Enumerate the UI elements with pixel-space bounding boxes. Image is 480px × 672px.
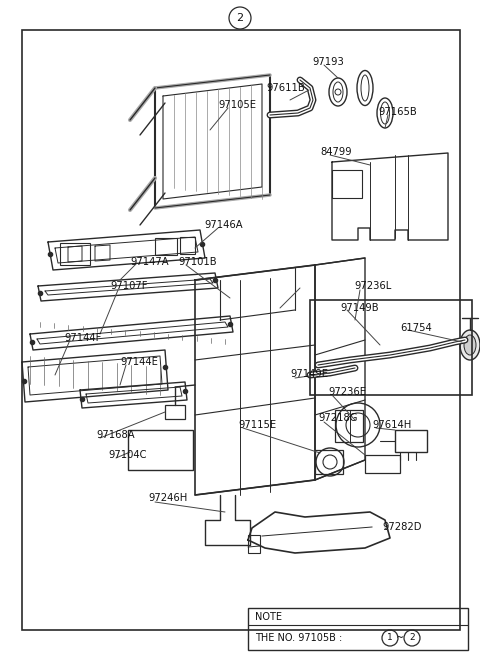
Text: 97107F: 97107F xyxy=(110,281,147,291)
Text: 97165B: 97165B xyxy=(378,107,417,117)
Text: 97101B: 97101B xyxy=(178,257,216,267)
Bar xyxy=(128,430,193,470)
Text: 97218G: 97218G xyxy=(318,413,358,423)
Text: 97147A: 97147A xyxy=(130,257,168,267)
Text: NOTE: NOTE xyxy=(255,612,282,622)
Bar xyxy=(22,30,460,630)
Text: 97144E: 97144E xyxy=(120,357,158,367)
Bar xyxy=(248,535,260,553)
Text: 97105E: 97105E xyxy=(218,100,256,110)
Text: 97168A: 97168A xyxy=(96,430,134,440)
Text: 1: 1 xyxy=(387,634,393,642)
Text: 97246H: 97246H xyxy=(148,493,187,503)
Text: 97146A: 97146A xyxy=(204,220,242,230)
Text: 97149B: 97149B xyxy=(340,303,379,313)
Text: 97144F: 97144F xyxy=(64,333,101,343)
Text: 84799: 84799 xyxy=(320,147,352,157)
Bar xyxy=(60,243,90,265)
Bar xyxy=(165,405,185,419)
Text: 97614H: 97614H xyxy=(372,420,411,430)
Text: 2: 2 xyxy=(409,634,415,642)
Bar xyxy=(395,430,427,452)
Bar xyxy=(315,450,343,474)
Text: 97282D: 97282D xyxy=(382,522,421,532)
Text: 97193: 97193 xyxy=(312,57,344,67)
Bar xyxy=(248,608,468,650)
Text: 97115E: 97115E xyxy=(238,420,276,430)
Bar xyxy=(180,237,195,254)
Text: 97236E: 97236E xyxy=(328,387,366,397)
Bar xyxy=(335,410,363,442)
Text: 61754: 61754 xyxy=(400,323,432,333)
Text: 97236L: 97236L xyxy=(354,281,391,291)
Bar xyxy=(365,455,400,473)
Bar xyxy=(310,300,472,395)
Text: ~: ~ xyxy=(396,633,404,643)
Text: 97611B: 97611B xyxy=(266,83,305,93)
Ellipse shape xyxy=(460,330,480,360)
Text: 2: 2 xyxy=(237,13,243,23)
Text: 97149E: 97149E xyxy=(290,369,328,379)
Text: 97104C: 97104C xyxy=(108,450,146,460)
Bar xyxy=(332,170,362,198)
Ellipse shape xyxy=(464,335,476,355)
Text: THE NO. 97105B :: THE NO. 97105B : xyxy=(255,633,342,643)
Bar xyxy=(155,238,177,255)
